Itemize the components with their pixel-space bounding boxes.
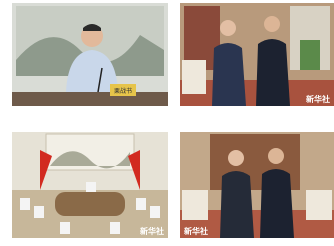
person-head <box>264 16 280 32</box>
watermark: 新华社 <box>140 226 164 236</box>
desk <box>12 92 168 106</box>
sofa <box>306 190 332 220</box>
person-suit <box>260 169 294 238</box>
person-suit <box>212 43 246 106</box>
person-head <box>268 148 284 164</box>
conference-table <box>55 192 125 216</box>
person-head <box>220 20 236 36</box>
sofa <box>182 60 206 94</box>
plant <box>300 40 320 70</box>
photo-collage: 栗战书 新华社 新华社 <box>0 0 334 246</box>
photo-2: 新华社 <box>180 3 334 106</box>
nameplate-text: 栗战书 <box>114 87 132 95</box>
person-suit <box>220 171 254 238</box>
sofa <box>182 190 208 220</box>
watermark: 新华社 <box>184 226 208 236</box>
photo-3: 新华社 <box>12 132 168 238</box>
person-suit <box>256 39 290 106</box>
photo-1: 栗战书 <box>12 3 168 106</box>
person-head <box>228 150 244 166</box>
photo-4: 新华社 <box>180 132 334 238</box>
watermark: 新华社 <box>306 94 330 104</box>
